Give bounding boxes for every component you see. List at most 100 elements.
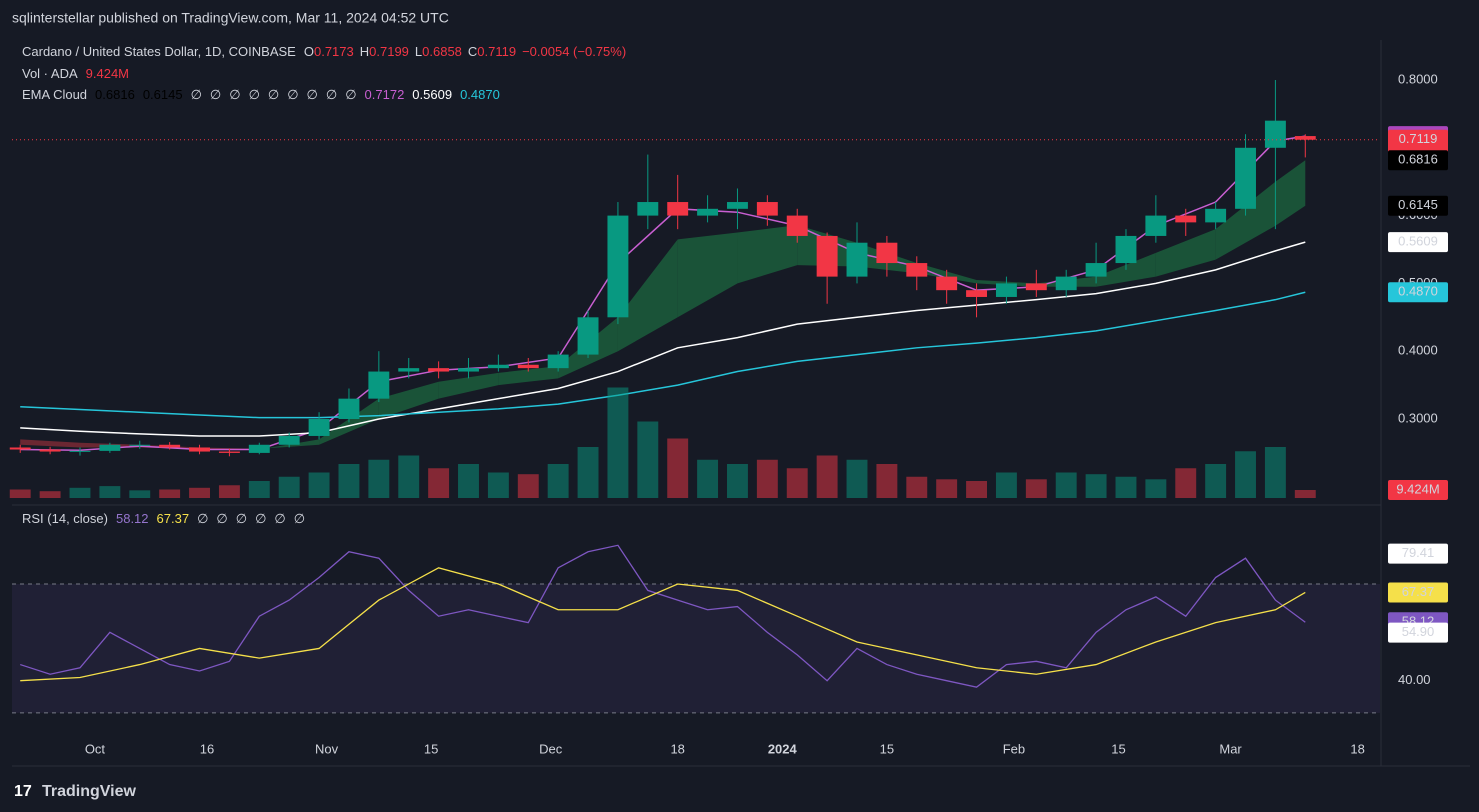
volume-bar	[786, 468, 808, 498]
rsi-value: 67.37	[157, 511, 190, 526]
ema-cloud	[259, 439, 320, 450]
ema-value: ∅	[229, 87, 240, 102]
candle-body	[159, 444, 181, 448]
candle-body	[637, 202, 659, 216]
volume-bar	[1025, 479, 1047, 498]
y-tick-label: 0.4000	[1398, 343, 1438, 358]
rsi-legend: RSI (14, close) 58.12 67.37 ∅ ∅ ∅ ∅ ∅ ∅	[22, 511, 305, 526]
volume-bar	[458, 464, 479, 498]
volume-bar	[727, 464, 748, 498]
ema-cloud	[498, 366, 559, 386]
price-label-box	[1388, 232, 1448, 253]
candle-body	[667, 202, 689, 216]
volume-bar	[218, 485, 240, 498]
rsi-value: ∅	[294, 511, 305, 526]
volume-bar	[278, 476, 300, 498]
volume-bar	[936, 479, 958, 498]
candle-body	[1145, 215, 1167, 236]
volume-bar	[906, 476, 928, 498]
rsi-ma-line	[20, 567, 1306, 682]
volume-bar	[338, 464, 360, 498]
ema-line	[20, 291, 1306, 419]
volume-value: 9.424M	[86, 66, 129, 81]
candle-body	[936, 276, 958, 291]
x-tick-label: Nov	[315, 741, 339, 756]
volume-bar	[428, 468, 450, 498]
candle-body	[1025, 283, 1047, 291]
ema-cloud	[438, 372, 499, 399]
volume-bar	[159, 489, 181, 498]
rsi-value: ∅	[236, 511, 247, 526]
ohlc-key: L	[415, 44, 422, 59]
x-tick-label: Feb	[1003, 741, 1025, 756]
ema-cloud	[737, 225, 798, 284]
ohlc-key: C	[468, 44, 477, 59]
candle-body	[458, 368, 479, 372]
candle-body	[9, 447, 31, 450]
volume-bar	[398, 455, 420, 498]
volume-bar	[607, 387, 629, 498]
rsi-label: 79.41	[1402, 545, 1435, 560]
candle-body	[966, 290, 988, 297]
candle-body	[727, 202, 748, 209]
volume-bar	[1264, 447, 1286, 498]
volume-bar	[1205, 464, 1227, 498]
rsi-tick-label: 40.00	[1398, 672, 1431, 687]
volume-bar	[487, 472, 509, 498]
volume-bar	[1175, 468, 1197, 498]
candle-body	[1235, 147, 1256, 209]
candle-body	[1294, 136, 1316, 140]
candle-body	[398, 368, 420, 372]
ema-cloud	[677, 232, 738, 318]
candle-body	[69, 450, 91, 452]
volume-bar	[1115, 476, 1137, 498]
candle-body	[1264, 120, 1286, 148]
volume-bar	[189, 487, 210, 498]
candle-body	[906, 263, 928, 277]
x-tick-label: Dec	[539, 741, 563, 756]
ema-cloud	[617, 239, 678, 352]
candle-body	[607, 215, 629, 318]
price-label: 0.7119	[1399, 131, 1438, 146]
volume-bar	[697, 459, 719, 498]
ohlc-key: H	[360, 44, 369, 59]
volume-bar	[995, 472, 1017, 498]
volume-bar	[9, 489, 31, 498]
volume-label: 9.424M	[1396, 481, 1439, 496]
ema-cloud	[1275, 160, 1306, 226]
ema-value: ∅	[345, 87, 356, 102]
y-tick-label: 0.3000	[1398, 410, 1438, 425]
ema-line	[20, 241, 1306, 437]
x-tick-label: Mar	[1219, 741, 1242, 756]
ema-value: ∅	[287, 87, 298, 102]
volume-bar	[577, 447, 599, 498]
rsi-band-fill	[12, 583, 1380, 713]
rsi-label-box	[1388, 622, 1448, 643]
candle-body	[99, 444, 121, 451]
volume-name: Vol · ADA	[22, 66, 78, 81]
y-tick-label: 0.8000	[1398, 71, 1438, 86]
ema-legend: EMA Cloud 0.6816 0.6145 ∅ ∅ ∅ ∅ ∅ ∅ ∅ ∅ ∅ 0.7172 0.56…	[22, 87, 500, 102]
x-tick-label: Oct	[85, 741, 106, 756]
ema-value: ∅	[191, 87, 202, 102]
candle-body	[1115, 235, 1137, 264]
x-tick-label: 15	[880, 741, 894, 756]
candle-body	[786, 215, 808, 236]
volume-label-box	[1388, 479, 1448, 500]
volume-bar	[876, 464, 898, 498]
candle-body	[1205, 208, 1227, 223]
volume-bar	[1294, 489, 1316, 498]
ema-name: EMA Cloud	[22, 87, 87, 102]
price-label: 0.4870	[1398, 284, 1438, 299]
ema-value: 0.6145	[143, 87, 183, 102]
symbol-name: Cardano / United States Dollar, 1D, COIN…	[22, 44, 296, 59]
rsi-value: ∅	[197, 511, 208, 526]
x-tick-label: 18	[670, 741, 684, 756]
volume-bar	[99, 486, 121, 498]
volume-bar	[846, 459, 868, 498]
candle-body	[487, 364, 509, 369]
candle-body	[428, 368, 450, 372]
candle-body	[368, 371, 390, 399]
ohlc-value: 0.7173	[314, 44, 354, 59]
candle-body	[577, 317, 599, 355]
